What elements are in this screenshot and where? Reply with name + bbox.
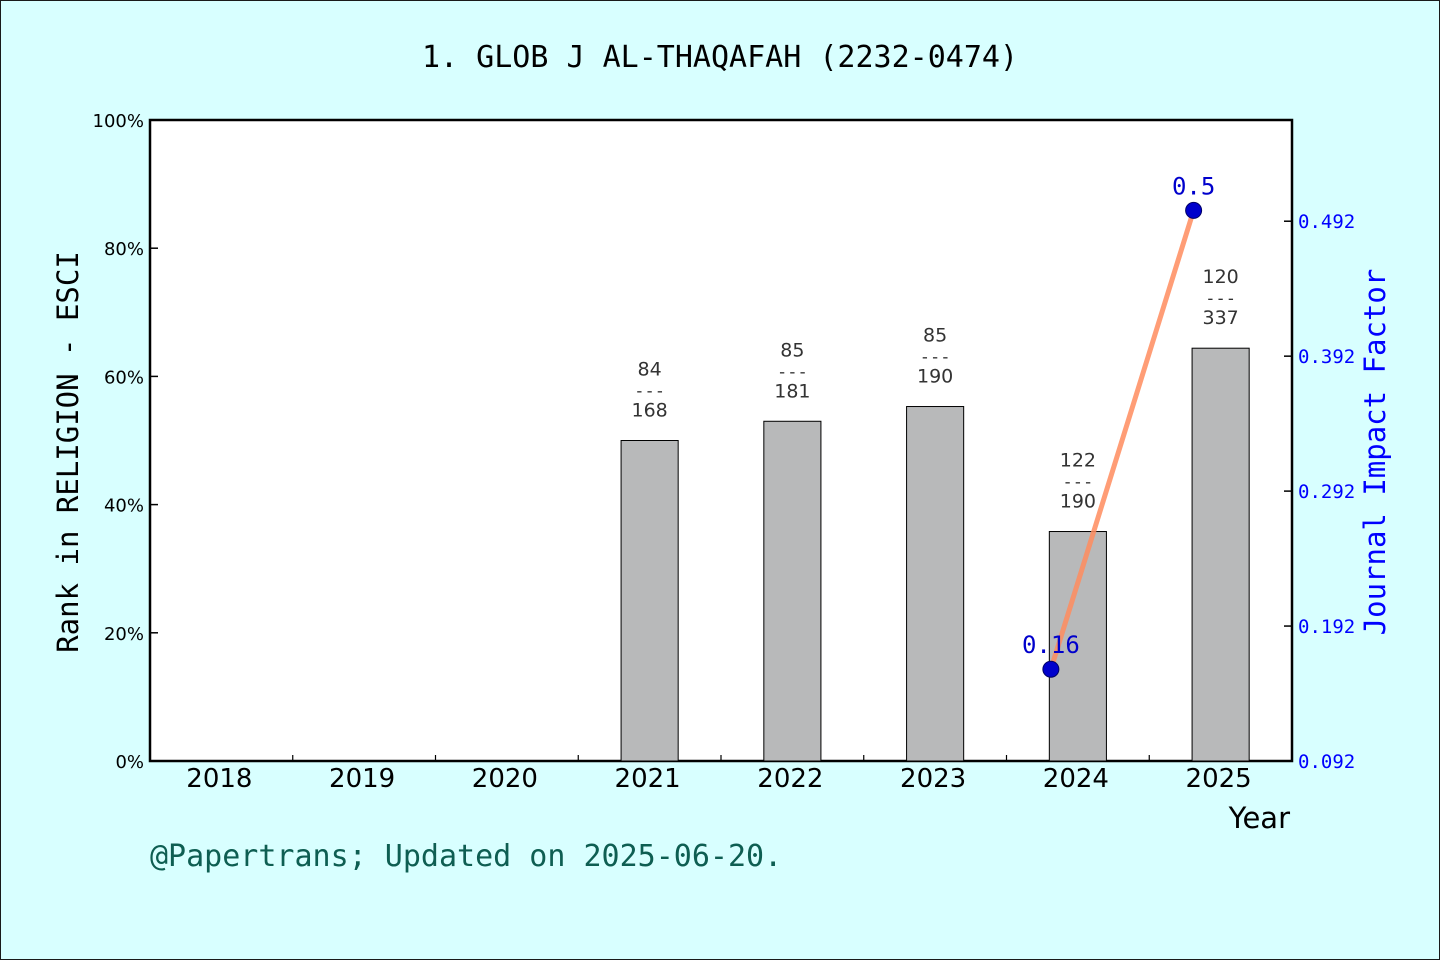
rank-separator-2025: --- — [1205, 289, 1236, 309]
total-label-2024: 190 — [1060, 491, 1096, 513]
impact-factor-point-2025 — [1185, 201, 1203, 219]
rank-separator-2024: --- — [1063, 473, 1094, 493]
y2-axis-label: Journal Impact Factor — [1358, 269, 1392, 636]
bar-2025 — [1191, 347, 1250, 762]
impact-factor-point-2024 — [1042, 660, 1060, 678]
total-label-2021: 168 — [631, 400, 667, 422]
bar-2021 — [620, 440, 679, 762]
footer-note: @Papertrans; Updated on 2025-06-20. — [150, 839, 782, 874]
x-tick-label-2021: 2021 — [615, 764, 681, 794]
y-tick-label: 80% — [104, 239, 144, 260]
rank-label-2025: 120 — [1202, 266, 1238, 288]
y2-tick-label: 0.292 — [1298, 481, 1355, 503]
impact-factor-line — [1048, 207, 1197, 672]
y-tick-label: 60% — [104, 367, 144, 388]
bar-2023 — [906, 406, 965, 762]
total-label-2022: 181 — [774, 380, 810, 402]
y-tick-label: 40% — [104, 496, 144, 517]
rank-label-2021: 84 — [638, 359, 662, 381]
x-axis-label: Year — [1228, 801, 1290, 835]
chart-title: 1. GLOB J AL-THAQAFAH (2232-0474) — [422, 40, 1018, 75]
y-tick-label: 100% — [93, 111, 144, 132]
impact-factor-label-2024: 0.16 — [1022, 631, 1080, 659]
rank-separator-2021: --- — [634, 382, 665, 402]
x-tick-label-2020: 2020 — [472, 764, 538, 794]
impact-factor-label-2025: 0.5 — [1172, 172, 1215, 200]
rank-label-2024: 122 — [1060, 450, 1096, 472]
x-tick-label-2018: 2018 — [186, 764, 252, 794]
y2-tick-label: 0.492 — [1298, 211, 1355, 233]
x-tick-label-2022: 2022 — [757, 764, 823, 794]
y2-tick-label: 0.092 — [1298, 751, 1355, 773]
rank-label-2022: 85 — [780, 339, 804, 361]
y2-tick-label: 0.192 — [1298, 616, 1355, 638]
axes-layer: 0% 20% 40% 60% 80% 100% 0.092 0.192 0.292 0.392 0.… — [93, 111, 1356, 794]
rank-label-2023: 85 — [923, 325, 947, 347]
bar-2022 — [763, 420, 822, 762]
x-tick-label-2025: 2025 — [1186, 764, 1252, 794]
rank-separator-2022: --- — [777, 362, 808, 382]
x-tick-label-2019: 2019 — [329, 764, 395, 794]
y-axis-label: Rank in RELIGION - ESCI — [51, 251, 85, 653]
y-tick-label: 20% — [104, 624, 144, 645]
rank-separator-2023: --- — [920, 348, 951, 368]
impact-factor-layer: 0.16 0.5 — [1022, 172, 1215, 678]
bars-layer — [620, 347, 1250, 762]
y2-tick-label: 0.392 — [1298, 346, 1355, 368]
y-tick-label: 0% — [115, 752, 144, 773]
x-tick-label-2024: 2024 — [1043, 764, 1109, 794]
rank-labels-layer: 84---16885---18185---190122---190120---3… — [631, 266, 1238, 512]
total-label-2025: 337 — [1202, 307, 1238, 329]
total-label-2023: 190 — [917, 366, 953, 388]
x-tick-label-2023: 2023 — [900, 764, 966, 794]
